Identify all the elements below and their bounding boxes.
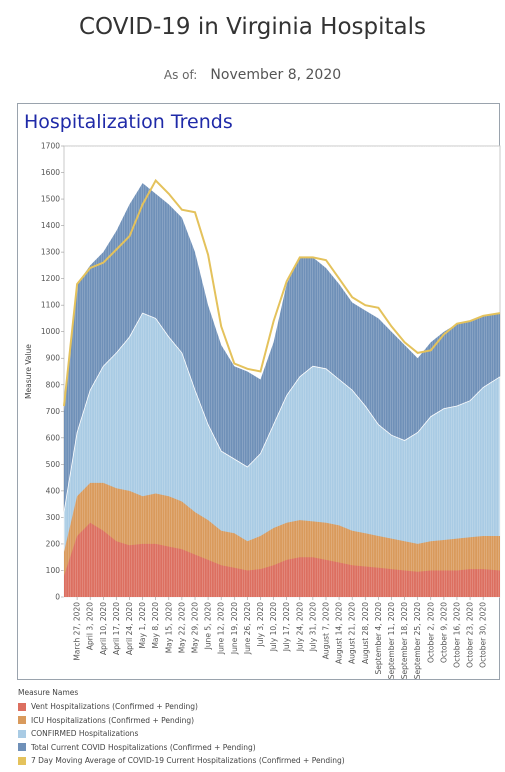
x-tick-label: June 26, 2020 (243, 602, 252, 655)
y-tick-label: 1200 (41, 274, 60, 283)
x-tick-label: March 27, 2020 (73, 602, 82, 661)
as-of-line: As of: November 8, 2020 (0, 64, 505, 83)
x-tick-label: July 24, 2020 (295, 602, 304, 652)
daily-bar-texture (65, 146, 499, 597)
x-tick-label: September 4, 2020 (374, 602, 383, 675)
x-tick-label: July 10, 2020 (269, 602, 278, 652)
legend-swatch-moving-average (18, 756, 26, 765)
legend-label-confirmed: CONFIRMED Hospitalizations (31, 729, 139, 739)
x-tick-label: September 11, 2020 (387, 602, 396, 679)
x-tick-label: October 16, 2020 (452, 602, 461, 668)
moving-average-line (63, 178, 501, 407)
x-tick-label: August 14, 2020 (335, 602, 344, 664)
x-tick-label: October 30, 2020 (479, 602, 488, 668)
y-tick-label: 1100 (41, 301, 60, 310)
y-tick-label: 1400 (41, 221, 60, 230)
legend: Measure Names Vent Hospitalizations (Con… (18, 688, 345, 768)
legend-label-total: Total Current COVID Hospitalizations (Co… (31, 742, 256, 752)
x-tick-label: May 8, 2020 (151, 602, 160, 649)
y-tick-label: 0 (55, 593, 60, 602)
area-series-3 (64, 522, 500, 597)
x-tick-label: August 21, 2020 (348, 602, 357, 664)
legend-label-icu: ICU Hospitalizations (Confirmed + Pendin… (31, 715, 195, 725)
y-tick-label: 1000 (41, 327, 60, 336)
x-tick-label: October 23, 2020 (466, 602, 475, 668)
y-tick-label: 900 (46, 354, 61, 363)
y-tick-label: 600 (46, 433, 61, 442)
x-tick-label: August 28, 2020 (361, 602, 370, 664)
x-tick-label: June 19, 2020 (230, 602, 239, 655)
y-tick-label: 100 (46, 566, 61, 575)
x-tick-label: May 1, 2020 (138, 602, 147, 649)
x-tick-label: May 29, 2020 (190, 602, 199, 654)
y-axis-label: Measure Value (24, 344, 33, 399)
y-tick-label: 700 (46, 407, 61, 416)
x-tick-label: April 3, 2020 (86, 602, 95, 650)
y-tick-label: 500 (46, 460, 61, 469)
legend-label-vent: Vent Hospitalizations (Confirmed + Pendi… (31, 702, 198, 712)
legend-title: Measure Names (18, 688, 79, 697)
x-tick-label: July 17, 2020 (282, 602, 291, 652)
legend-label-moving-average: 7 Day Moving Average of COVID-19 Current… (31, 756, 345, 766)
x-tick-label: June 12, 2020 (217, 602, 226, 655)
x-tick-label: June 5, 2020 (204, 602, 213, 651)
x-tick-label: April 24, 2020 (125, 602, 134, 655)
legend-item-confirmed: CONFIRMED Hospitalizations (18, 727, 345, 741)
x-tick-label: April 10, 2020 (99, 602, 108, 655)
y-tick-label: 200 (46, 539, 61, 548)
legend-item-total: Total Current COVID Hospitalizations (Co… (18, 741, 345, 755)
as-of-label: As of: (163, 68, 198, 82)
y-tick-label: 800 (46, 380, 61, 389)
x-tick-label: July 31, 2020 (308, 602, 317, 652)
legend-item-moving-average: 7 Day Moving Average of COVID-19 Current… (18, 754, 345, 768)
legend-swatch-vent (18, 702, 26, 711)
legend-swatch-confirmed (18, 729, 26, 738)
as-of-date: November 8, 2020 (210, 67, 342, 83)
x-tick-label: October 2, 2020 (426, 602, 435, 663)
x-tick-label: October 9, 2020 (439, 602, 448, 663)
y-tick-label: 400 (46, 486, 61, 495)
y-tick-label: 1300 (41, 248, 60, 257)
x-tick-label: May 15, 2020 (164, 602, 173, 654)
x-tick-label: April 17, 2020 (112, 602, 121, 655)
x-tick-label: September 18, 2020 (400, 602, 409, 679)
x-tick-label: August 7, 2020 (321, 602, 330, 659)
legend-swatch-total (18, 743, 26, 752)
y-tick-label: 1500 (41, 195, 60, 204)
page-title: COVID-19 in Virginia Hospitals (79, 14, 426, 40)
x-tick-label: July 3, 2020 (256, 602, 265, 648)
chart-title: Hospitalization Trends (24, 111, 233, 133)
x-tick-label: May 22, 2020 (177, 602, 186, 654)
y-tick-label: 300 (46, 513, 61, 522)
x-tick-label: September 25, 2020 (413, 602, 422, 679)
y-tick-label: 1600 (41, 168, 60, 177)
legend-item-vent: Vent Hospitalizations (Confirmed + Pendi… (18, 700, 345, 714)
legend-swatch-icu (18, 716, 26, 725)
legend-item-icu: ICU Hospitalizations (Confirmed + Pendin… (18, 714, 345, 728)
y-tick-label: 1700 (41, 142, 60, 151)
